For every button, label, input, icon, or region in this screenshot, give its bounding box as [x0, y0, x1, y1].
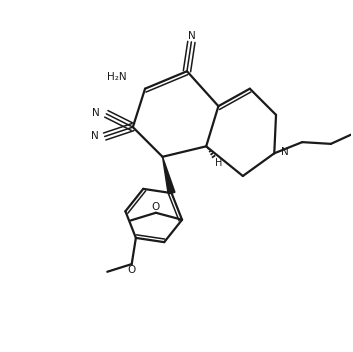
Text: O: O: [127, 265, 136, 275]
Text: N: N: [92, 108, 100, 118]
Text: H: H: [215, 157, 223, 168]
Text: N: N: [187, 31, 195, 40]
Polygon shape: [162, 157, 175, 194]
Text: H₂N: H₂N: [107, 73, 127, 82]
Text: N: N: [281, 146, 288, 157]
Text: O: O: [152, 202, 160, 212]
Text: N: N: [91, 132, 98, 142]
